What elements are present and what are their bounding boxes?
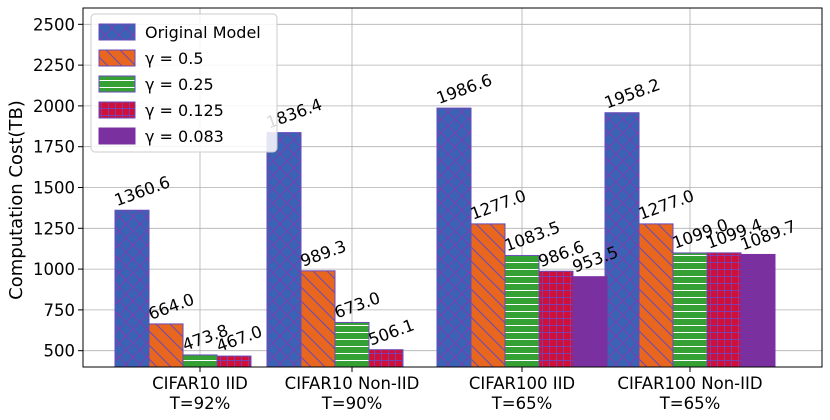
data-label: 1277.0 [636,186,697,224]
bar [604,112,640,368]
y-tick-label: 1500 [33,179,75,198]
x-tick-label: CIFAR10 Non-IID [285,374,420,393]
legend-swatch [98,127,136,145]
bar [706,252,742,368]
legend-label: Original Model [145,23,261,42]
bar [368,349,404,368]
legend-box [90,13,278,153]
y-tick-label: 1250 [33,219,75,238]
bar [672,252,708,368]
y-tick-label: 2000 [33,97,75,116]
bar [638,223,674,368]
plot-frame [82,7,823,368]
x-tick-label: CIFAR10 IID [152,374,248,393]
data-label: 664.0 [146,290,197,324]
legend-label: γ = 0.083 [145,127,224,146]
legend-label: γ = 0.25 [145,75,214,94]
bar [182,354,218,368]
legend-swatch [98,75,136,93]
x-tick-label: CIFAR100 IID [469,374,575,393]
bar [114,209,150,368]
legend-label: γ = 0.5 [145,49,204,68]
legend-label: γ = 0.125 [145,101,224,120]
bar [148,323,184,368]
data-label: 506.1 [366,315,417,349]
y-tick-label: 2500 [33,15,75,34]
legend-swatch [98,101,136,119]
legend-swatch [98,23,136,41]
data-label: 1277.0 [468,186,529,224]
data-label: 1360.6 [112,172,173,210]
y-tick-label: 1000 [33,260,75,279]
bar [300,270,336,368]
data-label: 1986.6 [434,70,495,108]
x-tick-label: T=65% [491,394,553,413]
bar [538,270,574,368]
bar [740,253,776,368]
y-tick-label: 2250 [33,56,75,75]
bar [572,276,608,368]
data-label: 989.3 [298,237,349,271]
bar [470,223,506,368]
y-tick-label: 500 [44,342,76,361]
x-tick-label: T=92% [169,394,231,413]
bar [436,107,472,368]
y-tick-label: 1750 [33,138,75,157]
data-label: 673.0 [332,288,383,322]
axes: 500 750 1000 1250 1500 1750 2000 2250 2500 CIFAR1… [33,7,823,413]
x-tick-label: CIFAR100 Non-IID [617,374,762,393]
bar [334,321,370,368]
x-tick-label: T=90% [321,394,383,413]
bars [114,107,776,368]
bar [266,132,302,368]
bar [504,254,540,368]
data-label: 1958.2 [602,75,663,113]
x-tick-label: T=65% [659,394,721,413]
legend: Original Model γ = 0.5 γ = 0.25 γ = 0.125 γ … [90,13,278,153]
bar [216,355,252,368]
y-axis-label: Computation Cost(TB) [6,100,27,300]
legend-swatch [98,49,136,67]
y-tick-label: 750 [44,301,76,320]
